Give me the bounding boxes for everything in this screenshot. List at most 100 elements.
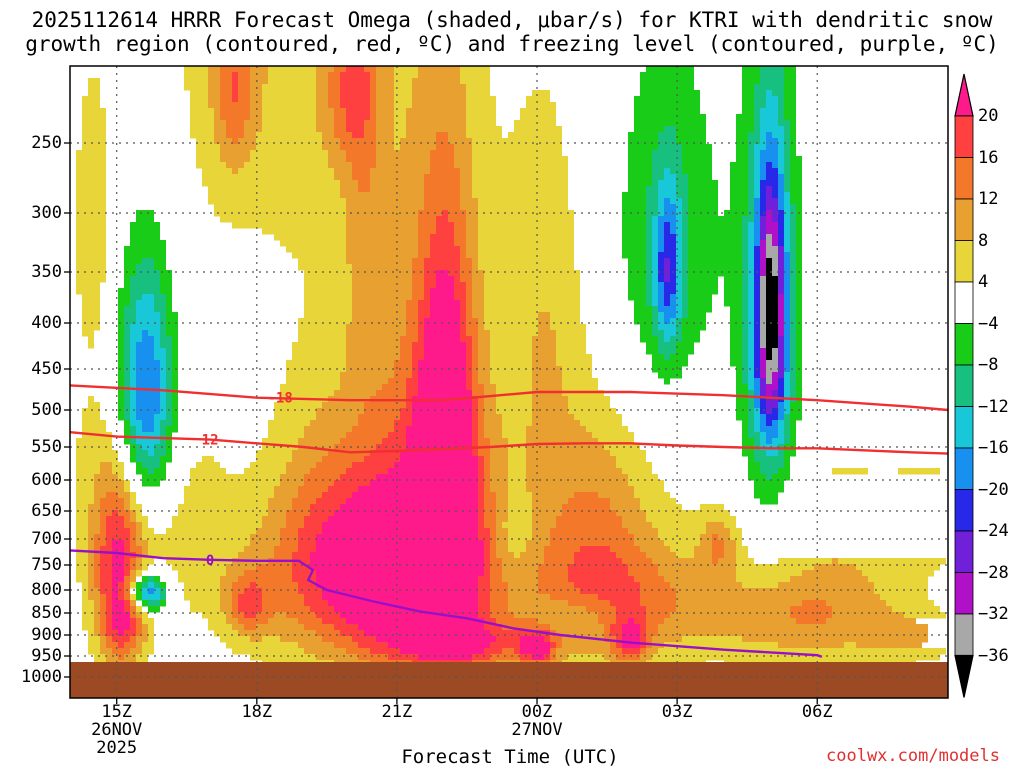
omega-cell (490, 564, 502, 571)
omega-cell (370, 180, 424, 187)
omega-cell (466, 102, 496, 109)
omega-cell (796, 204, 802, 211)
omega-cell (334, 642, 358, 649)
omega-cell (256, 528, 280, 535)
omega-cell (280, 390, 334, 397)
omega-cell (790, 360, 796, 367)
omega-cell (100, 564, 112, 571)
omega-cell (484, 384, 496, 391)
omega-cell (526, 474, 628, 481)
omega-cell (406, 324, 418, 331)
omega-cell (472, 174, 568, 181)
omega-cell (430, 246, 460, 253)
omega-cell (262, 126, 316, 133)
omega-cell (304, 624, 334, 631)
omega-cell (610, 642, 616, 649)
omega-cell (124, 570, 130, 577)
omega-cell (130, 420, 142, 427)
omega-cell (880, 594, 928, 601)
omega-cell (886, 600, 934, 607)
omega-cell (784, 144, 790, 151)
omega-cell (376, 96, 394, 103)
omega-cell (724, 276, 742, 283)
omega-cell (784, 276, 790, 283)
omega-cell (742, 258, 748, 265)
omega-cell (220, 84, 232, 91)
omega-cell (490, 456, 508, 463)
omega-cell (622, 240, 646, 247)
omega-cell (640, 588, 676, 595)
omega-cell (406, 120, 466, 127)
omega-cell (550, 654, 556, 661)
omega-cell (232, 90, 238, 97)
omega-cell (166, 414, 172, 421)
omega-cell (646, 192, 658, 199)
omega-cell (238, 630, 316, 637)
omega-cell (220, 576, 238, 583)
omega-cell (292, 354, 346, 361)
omega-cell (94, 564, 100, 571)
omega-cell (760, 330, 766, 337)
y-tick-label: 750 (31, 555, 62, 575)
omega-cell (682, 306, 688, 313)
omega-cell (160, 582, 166, 589)
omega-cell (784, 174, 790, 181)
omega-cell (334, 126, 346, 133)
omega-cell (790, 372, 796, 379)
omega-cell (496, 498, 508, 505)
omega-cell (394, 66, 418, 73)
omega-cell (652, 258, 658, 265)
omega-cell (460, 324, 466, 331)
omega-cell (160, 312, 166, 319)
omega-cell (772, 234, 778, 241)
omega-cell (634, 540, 664, 547)
omega-cell (232, 78, 238, 85)
omega-cell (892, 606, 940, 613)
omega-cell (76, 180, 106, 187)
omega-cell (154, 576, 160, 583)
omega-cell (832, 558, 838, 565)
omega-cell (244, 132, 256, 139)
omega-cell (766, 252, 778, 259)
omega-cell (478, 468, 484, 475)
omega-cell (148, 624, 154, 631)
omega-cell (676, 282, 682, 289)
omega-cell (778, 276, 784, 283)
omega-cell (640, 594, 676, 601)
omega-cell (784, 432, 790, 439)
omega-cell (328, 150, 346, 157)
omega-cell (742, 582, 778, 589)
omega-cell (754, 246, 760, 253)
omega-cell (244, 162, 328, 169)
omega-cell (664, 300, 670, 307)
credit-link[interactable]: coolwx.com/models (826, 746, 1000, 766)
omega-cell (316, 408, 364, 415)
omega-cell (406, 132, 436, 139)
omega-cell (790, 312, 796, 319)
omega-cell (436, 132, 448, 139)
omega-cell (754, 336, 760, 343)
omega-cell (166, 558, 232, 565)
omega-cell (340, 630, 364, 637)
omega-cell (754, 426, 760, 433)
omega-cell (352, 276, 412, 283)
omega-cell (370, 108, 376, 115)
omega-cell (538, 564, 568, 571)
omega-cell (208, 102, 220, 109)
omega-cell (748, 282, 754, 289)
omega-cell (136, 624, 142, 631)
omega-cell (478, 330, 490, 337)
omega-cell (130, 570, 136, 577)
omega-cell (262, 516, 286, 523)
omega-cell (328, 516, 478, 523)
colorbar-label: −12 (978, 396, 1009, 417)
omega-cell (634, 486, 664, 493)
omega-cell (334, 132, 352, 139)
omega-cell (334, 108, 346, 115)
omega-cell (730, 168, 748, 175)
omega-cell (202, 168, 232, 175)
omega-cell (754, 234, 760, 241)
omega-cell (472, 450, 478, 457)
omega-cell (658, 198, 664, 205)
omega-cell (136, 516, 148, 523)
